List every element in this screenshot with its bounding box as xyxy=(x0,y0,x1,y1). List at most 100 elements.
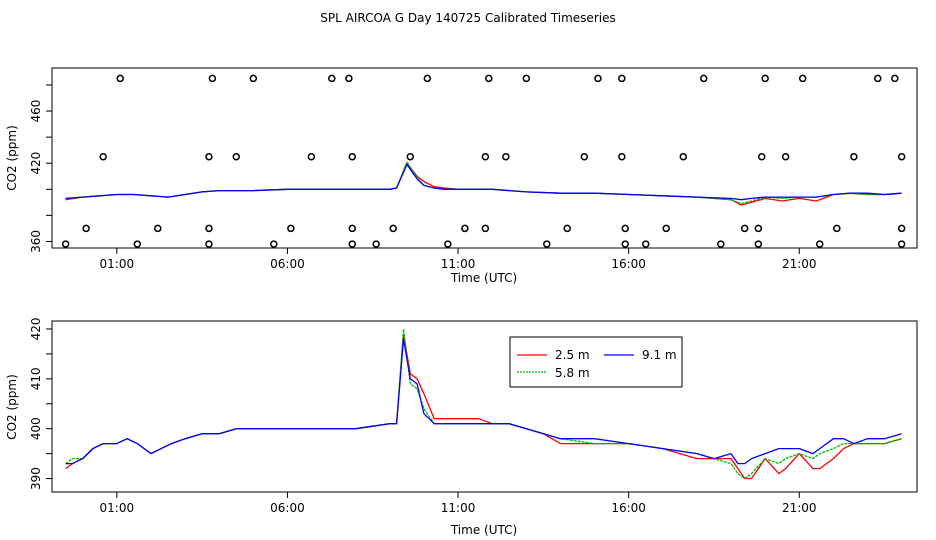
bottom-x-axis: 01:00 06:00 11:00 16:00 21:00 xyxy=(100,492,817,515)
top-xtick-label-2: 11:00 xyxy=(441,257,476,271)
top-marker-41 xyxy=(781,152,790,161)
top-marker-29 xyxy=(99,152,107,161)
legend-label-2-5m: 2.5 m xyxy=(555,348,590,362)
top-marker-17 xyxy=(287,224,295,233)
top-series-group xyxy=(65,161,902,206)
top-marker-21 xyxy=(481,224,490,233)
top-x-axis: 01:00 06:00 11:00 16:00 21:00 xyxy=(100,248,817,271)
bottom-ytick-label-420: 420 xyxy=(29,318,43,341)
top-marker-57 xyxy=(874,74,882,83)
bottom-series-2-5-m xyxy=(65,333,902,480)
top-xtick-label-1: 06:00 xyxy=(270,257,305,271)
top-panel: 360 420 460 01:00 06:00 11:00 16:00 21:00 CO2 … xyxy=(5,67,918,285)
top-marker-24 xyxy=(662,224,670,233)
top-marker-30 xyxy=(205,152,213,161)
top-marker-16 xyxy=(205,224,213,233)
top-y-axis: 360 420 460 xyxy=(29,84,52,253)
top-marker-49 xyxy=(423,74,432,83)
top-marker-42 xyxy=(850,152,858,161)
top-plot-box xyxy=(51,67,918,249)
bottom-ylabel: CO2 (ppm) xyxy=(5,374,19,440)
top-marker-38 xyxy=(618,152,626,161)
top-marker-3 xyxy=(270,240,278,248)
bottom-panel: 390 400 410 420 01:00 06:00 11:00 16:00 21:00 C… xyxy=(5,318,918,537)
top-marker-1 xyxy=(133,240,142,248)
top-marker-23 xyxy=(621,224,630,233)
top-marker-34 xyxy=(406,152,415,161)
top-ytick-label-360: 360 xyxy=(29,230,43,253)
top-ytick-label-420: 420 xyxy=(29,152,43,175)
bottom-y-axis: 390 400 410 420 xyxy=(29,318,52,490)
top-marker-36 xyxy=(502,152,510,161)
top-marker-2 xyxy=(205,240,213,248)
top-marker-13 xyxy=(897,240,906,248)
top-xtick-label-3: 16:00 xyxy=(611,257,646,271)
bottom-xlabel: Time (UTC) xyxy=(450,523,517,537)
top-marker-19 xyxy=(389,224,397,233)
top-marker-31 xyxy=(232,152,241,161)
top-marker-35 xyxy=(481,152,490,161)
top-ytick-label-460: 460 xyxy=(29,100,43,123)
bottom-xtick-label-1: 06:00 xyxy=(270,501,305,515)
top-marker-37 xyxy=(580,152,589,161)
legend-label-5-8m: 5.8 m xyxy=(555,366,590,380)
top-marker-4 xyxy=(348,240,357,248)
top-marker-26 xyxy=(754,224,763,233)
legend: 2.5 m 5.8 m 9.1 m xyxy=(509,336,683,388)
top-marker-20 xyxy=(461,224,469,233)
bottom-ytick-label-400: 400 xyxy=(29,417,43,440)
top-marker-58 xyxy=(891,74,899,83)
top-marker-46 xyxy=(249,74,258,83)
top-marker-11 xyxy=(754,240,763,248)
top-marker-25 xyxy=(740,224,749,233)
bottom-series-9-1-m xyxy=(65,338,902,465)
top-series-2-5-m xyxy=(65,162,902,206)
top-marker-28 xyxy=(897,224,906,233)
top-marker-18 xyxy=(348,224,357,233)
legend-box xyxy=(509,336,683,388)
bottom-series-group xyxy=(65,328,902,480)
top-marker-48 xyxy=(345,74,353,83)
top-marker-55 xyxy=(761,74,769,83)
top-marker-0 xyxy=(61,240,70,248)
bottom-ytick-label-410: 410 xyxy=(29,367,43,390)
top-marker-22 xyxy=(563,224,571,233)
top-marker-9 xyxy=(641,240,650,248)
top-marker-53 xyxy=(618,74,626,83)
top-marker-6 xyxy=(444,240,452,248)
top-marker-7 xyxy=(543,240,551,248)
top-marker-56 xyxy=(798,74,807,83)
top-marker-54 xyxy=(699,74,708,83)
top-xtick-label-4: 21:00 xyxy=(782,257,817,271)
top-marker-44 xyxy=(116,74,124,83)
top-marker-5 xyxy=(372,240,380,248)
top-series-9-1-m xyxy=(65,163,902,201)
top-marker-51 xyxy=(522,74,531,83)
top-xlabel: Time (UTC) xyxy=(450,271,517,285)
top-marker-27 xyxy=(833,224,841,233)
bottom-plot-box xyxy=(51,320,918,493)
bottom-xtick-label-2: 11:00 xyxy=(441,501,476,515)
top-marker-32 xyxy=(307,152,316,161)
top-marker-39 xyxy=(679,152,688,161)
top-marker-15 xyxy=(154,224,162,233)
top-ylabel: CO2 (ppm) xyxy=(5,125,19,191)
top-marker-12 xyxy=(816,240,824,248)
top-marker-8 xyxy=(621,240,630,248)
top-marker-43 xyxy=(897,152,906,161)
top-marker-47 xyxy=(328,74,336,83)
bottom-xtick-label-3: 16:00 xyxy=(611,501,646,515)
top-marker-10 xyxy=(717,240,725,248)
top-marker-45 xyxy=(208,74,217,83)
top-marker-40 xyxy=(757,152,766,161)
top-marker-33 xyxy=(348,152,357,161)
top-marker-50 xyxy=(485,74,493,83)
top-marker-14 xyxy=(82,224,90,233)
top-markers-group xyxy=(61,74,906,248)
bottom-series-5-8-m xyxy=(65,328,902,480)
top-xtick-label-0: 01:00 xyxy=(100,257,135,271)
bottom-xtick-label-4: 21:00 xyxy=(782,501,817,515)
legend-label-9-1m: 9.1 m xyxy=(642,348,677,362)
bottom-ytick-label-390: 390 xyxy=(29,467,43,490)
